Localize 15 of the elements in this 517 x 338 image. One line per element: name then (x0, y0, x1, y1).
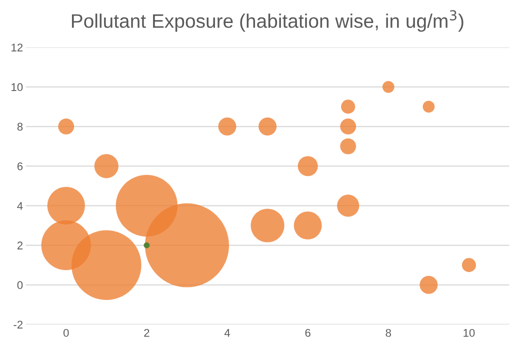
y-tick-label: -2 (14, 320, 23, 329)
y-tick-label: 10 (12, 83, 23, 92)
x-tick-label: 6 (305, 328, 310, 337)
x-tick-label: 10 (464, 328, 475, 337)
x-tick-label: 0 (63, 328, 69, 337)
chart-title: Pollutant Exposure (habitation wise, in ug/m$^{3}$) (72, 10, 464, 32)
x-tick-label: 4 (224, 329, 230, 337)
y-tick-label: 6 (17, 162, 23, 170)
y-tick-label: 0 (17, 281, 23, 290)
x-tick-label: 2 (144, 328, 150, 337)
y-tick-label: 4 (17, 202, 23, 210)
y-tick-label: 12 (12, 44, 23, 52)
y-tick-label: 8 (17, 122, 23, 131)
x-tick-label: 8 (386, 328, 392, 337)
y-tick-label: 2 (17, 242, 23, 250)
